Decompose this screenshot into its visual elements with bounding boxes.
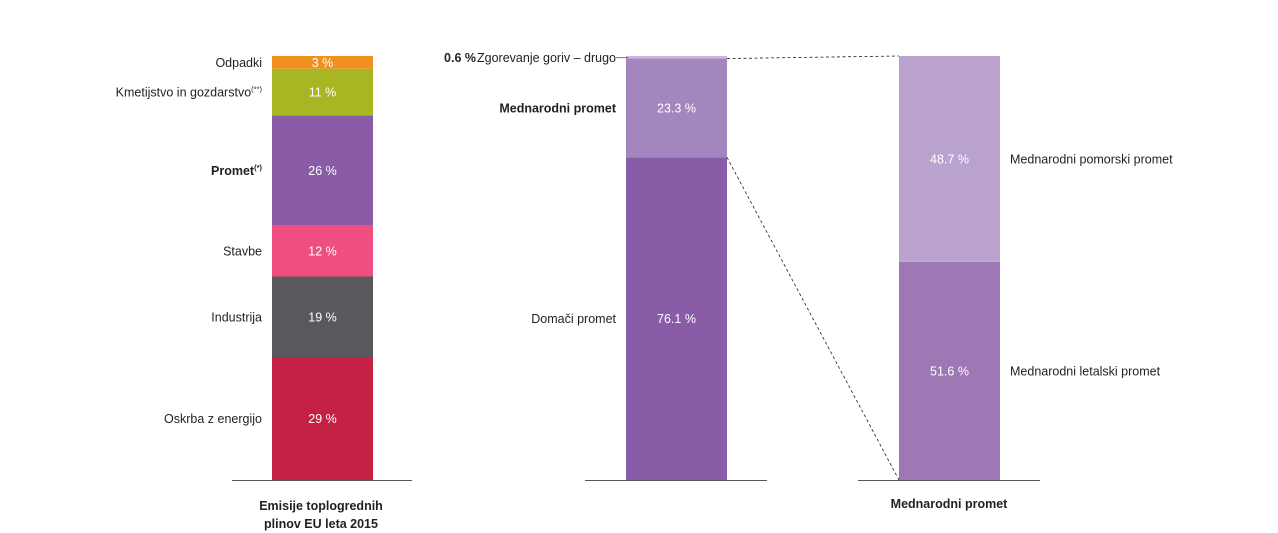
bar-segment-mednarodni-promet <box>626 58 727 158</box>
category-label-oskrba-z-energijo: Oskrba z energijo <box>164 412 262 426</box>
chart-1-title-line-2: plinov EU leta 2015 <box>264 517 378 531</box>
data-label-domaci-promet: 76.1 % <box>657 312 696 326</box>
category-label-mednarodni-letalski-promet: Mednarodni letalski promet <box>1010 364 1161 378</box>
connector-top <box>726 55 900 59</box>
bar-segment-promet <box>272 115 373 226</box>
data-label-mednarodni-letalski-promet: 51.6 % <box>930 364 969 378</box>
category-label-stavbe: Stavbe <box>223 245 262 259</box>
bar-segment-kmetijstvo-in-gozdarstvo <box>272 68 373 116</box>
data-label-mednarodni-promet: 23.3 % <box>657 101 696 115</box>
bar-segment-oskrba-z-energijo <box>272 357 373 480</box>
data-label-promet: 26 % <box>308 164 337 178</box>
data-label-odpadki: 3 % <box>312 56 334 70</box>
chart-1-title-line-1: Emisije toplogrednih <box>259 499 383 513</box>
bar-segment-mednarodni-pomorski-promet <box>899 56 1000 262</box>
category-label-kmetijstvo-in-gozdarstvo: Kmetijstvo in gozdarstvo(**) <box>116 85 263 100</box>
data-label-oskrba-z-energijo: 29 % <box>308 412 337 426</box>
category-label-promet: Promet(*) <box>211 163 262 178</box>
data-label-industrija: 19 % <box>308 310 337 324</box>
category-label-odpadki: Odpadki <box>215 56 262 70</box>
category-label-domaci-promet: Domači promet <box>531 312 616 326</box>
chart-3-title: Mednarodni promet <box>891 497 1009 511</box>
category-label-mednarodni-pomorski-promet: Mednarodni pomorski promet <box>1010 152 1173 166</box>
category-label-industrija: Industrija <box>211 310 262 324</box>
bar-segment-industrija <box>272 276 373 358</box>
bar-segment-zgorevanje-goriv-drugo <box>626 56 727 59</box>
category-label-zgorevanje-goriv-drugo: Zgorevanje goriv – drugo <box>477 51 616 65</box>
data-label-stavbe: 12 % <box>308 245 337 259</box>
bar-segment-domaci-promet <box>626 157 727 480</box>
data-label-mednarodni-pomorski-promet: 48.7 % <box>930 152 969 166</box>
data-label-zgorevanje-goriv-drugo: 0.6 % <box>444 51 476 65</box>
bar-segment-stavbe <box>272 225 373 277</box>
data-label-kmetijstvo-in-gozdarstvo: 11 % <box>309 86 337 100</box>
bar-segment-odpadki <box>272 56 373 69</box>
connector-bottom <box>726 157 900 481</box>
bar-segment-mednarodni-letalski-promet <box>899 261 1000 480</box>
category-label-mednarodni-promet: Mednarodni promet <box>499 101 617 115</box>
